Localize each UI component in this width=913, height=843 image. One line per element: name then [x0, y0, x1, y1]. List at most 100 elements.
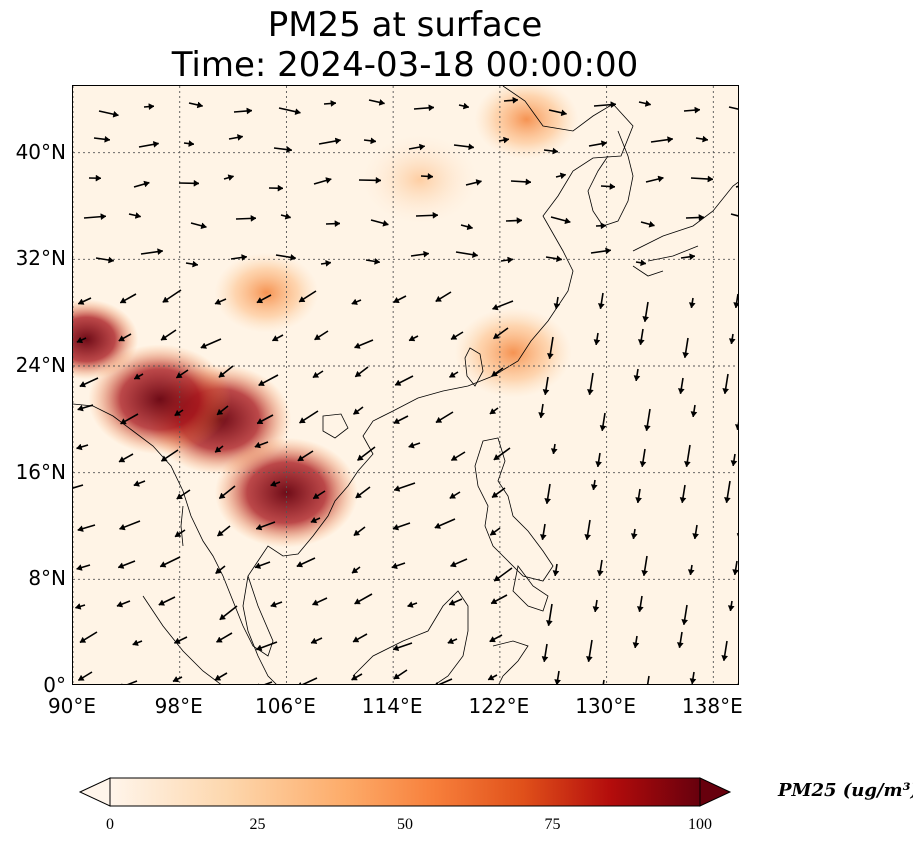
wind-arrow — [254, 561, 271, 569]
map-time: Time: 2024-03-18 00:00:00 — [171, 45, 639, 85]
wind-arrow — [230, 254, 248, 261]
wind-arrow — [73, 484, 84, 489]
wind-arrow — [493, 447, 511, 461]
pm25-hotspot-northeast-india — [73, 299, 139, 380]
wind-arrow — [420, 172, 434, 180]
wind-arrow — [722, 373, 730, 395]
wind-arrow — [460, 223, 474, 231]
wind-arrow — [450, 558, 468, 568]
wind-arrow — [354, 366, 369, 378]
wind-arrow — [298, 290, 317, 303]
wind-arrow — [273, 146, 293, 153]
philippines-coastline — [474, 437, 554, 612]
wind-arrow — [736, 533, 738, 537]
wind-arrow — [133, 480, 146, 487]
wind-arrow — [555, 172, 567, 180]
wind-arrow — [635, 259, 647, 267]
wind-arrow — [132, 639, 143, 646]
wind-arrow — [219, 605, 238, 621]
wind-arrow — [298, 677, 318, 684]
wind-arrow — [159, 556, 181, 568]
wind-arrow — [455, 251, 479, 259]
wind-arrow — [270, 601, 283, 608]
wind-arrow — [188, 101, 204, 109]
lon-tick-label: 114°E — [361, 694, 423, 718]
pm25-hotspot-northern-myanmar — [88, 344, 232, 455]
wind-arrow — [138, 140, 160, 148]
wind-arrow — [351, 673, 363, 681]
wind-arrow — [592, 599, 600, 613]
wind-arrow — [408, 335, 419, 342]
wind-arrow — [586, 372, 594, 396]
wind-arrow — [728, 106, 738, 110]
lon-tick-label: 98°E — [154, 694, 203, 718]
wind-arrow — [596, 559, 604, 577]
wind-arrow — [270, 480, 281, 487]
wind-arrow — [590, 479, 598, 491]
wind-arrow — [677, 377, 685, 395]
wind-arrow — [357, 446, 376, 461]
wind-arrow — [542, 376, 550, 396]
wind-vectors — [73, 96, 738, 684]
wind-arrow — [118, 333, 132, 342]
wind-arrow — [77, 404, 94, 412]
pm25-hotspot-sichuan-basin — [214, 252, 319, 333]
wind-arrow — [312, 597, 328, 606]
wind-arrow — [593, 332, 601, 346]
korea-coastline — [587, 130, 634, 227]
wind-arrow — [593, 101, 617, 109]
lon-tick-label: 90°E — [47, 694, 97, 718]
wind-arrow — [325, 220, 341, 228]
wind-arrow — [216, 632, 233, 643]
wind-arrow — [600, 183, 616, 190]
colorbar — [78, 777, 732, 807]
wind-arrow — [158, 596, 176, 606]
wind-arrow — [491, 487, 506, 499]
wind-arrow — [687, 564, 695, 576]
wind-arrow — [683, 106, 701, 114]
wind-arrow — [490, 594, 508, 605]
wind-arrow — [214, 298, 227, 305]
lat-tick-label: 0° — [43, 673, 66, 697]
wind-arrow — [500, 256, 514, 264]
wind-arrow — [450, 331, 464, 341]
wind-arrow — [119, 293, 137, 304]
wind-arrow — [214, 445, 224, 453]
wind-arrow — [76, 564, 91, 571]
mainland-coastline — [73, 86, 634, 657]
wind-arrow — [680, 253, 696, 261]
wind-arrow — [545, 603, 553, 627]
colorbar-tick-label: 0 — [106, 816, 114, 833]
wind-arrow — [133, 373, 144, 380]
wind-arrow — [545, 255, 563, 263]
lat-tick-label: 16°N — [15, 459, 66, 484]
wind-arrow — [355, 486, 371, 499]
wind-arrow — [368, 98, 386, 106]
wind-arrow — [553, 296, 561, 310]
wind-arrow — [639, 448, 647, 468]
wind-arrow — [351, 298, 362, 305]
wind-arrow — [140, 248, 164, 256]
wind-arrow — [79, 631, 98, 644]
wind-arrow — [271, 334, 284, 342]
wind-arrow — [255, 521, 276, 531]
wind-arrow — [233, 107, 253, 115]
wind-arrow — [185, 260, 199, 268]
wind-arrow — [692, 524, 700, 540]
wind-arrow — [727, 600, 735, 612]
wind-arrow — [590, 247, 612, 255]
wind-arrow — [728, 333, 736, 345]
wind-arrow — [585, 639, 593, 663]
wind-arrow — [435, 678, 453, 684]
wind-arrow — [351, 566, 361, 574]
wind-arrow — [310, 516, 321, 524]
wind-arrow — [721, 640, 729, 662]
wind-arrow — [162, 289, 182, 303]
wind-arrow — [133, 180, 150, 188]
wind-arrow — [489, 407, 499, 415]
wind-arrow — [408, 143, 426, 151]
wind-arrow — [690, 404, 698, 418]
wind-arrow — [645, 175, 664, 183]
wind-arrow — [83, 213, 107, 221]
wind-arrow — [296, 557, 316, 568]
